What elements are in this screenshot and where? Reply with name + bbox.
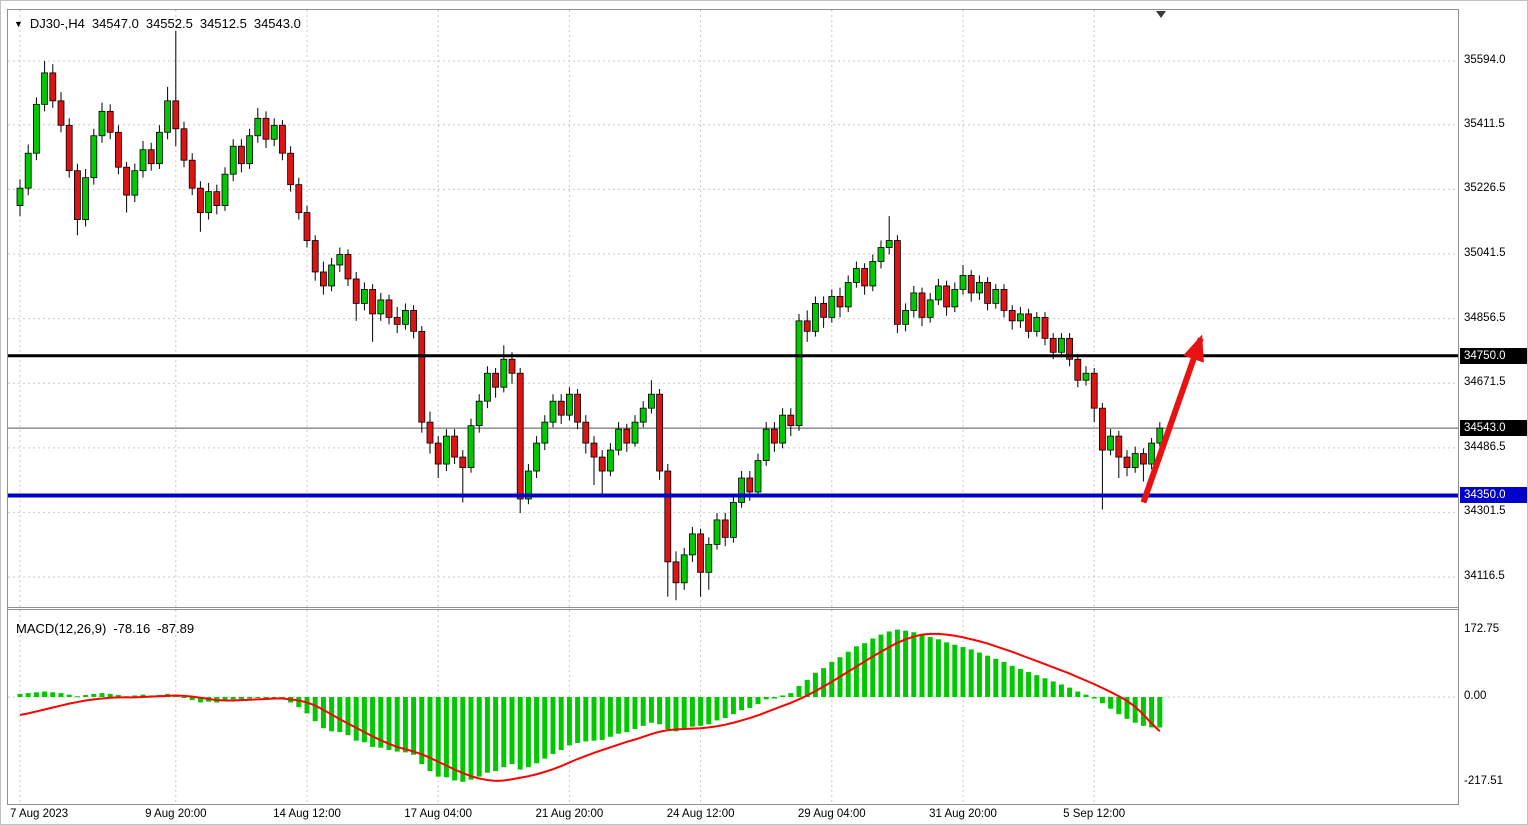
time-axis-label: 5 Sep 12:00	[1063, 808, 1126, 820]
time-axis[interactable]: 7 Aug 2023 9 Aug 20:00 14 Aug 12:00 17 Aug …	[8, 808, 1458, 824]
high-value: 34552.5	[145, 16, 193, 31]
price-axis-label: 34301.5	[1464, 505, 1506, 518]
price-axis-label: 34856.5	[1464, 311, 1506, 324]
macd-signal-line	[19, 632, 1161, 782]
chart-plot-area[interactable]: ▼ DJ30-,H4 34547.0 34552.5 34512.5 34543.0 MA…	[7, 9, 1459, 805]
macd-axis-label: -217.51	[1464, 774, 1504, 787]
time-axis-label: 24 Aug 12:00	[666, 808, 735, 820]
low-value: 34512.5	[199, 16, 247, 31]
price-axis-label: 35411.5	[1464, 117, 1505, 130]
symbol-period-label: DJ30-,H4	[29, 16, 85, 31]
macd-name: MACD(12,26,9)	[16, 621, 107, 636]
macd-main-value: -78.16	[113, 621, 151, 636]
close-value: 34543.0	[253, 16, 301, 31]
main-price-pane[interactable]	[8, 10, 1458, 607]
price-axis[interactable]: 35594.0 35411.5 35226.5 35041.5 34856.5 34671…	[1460, 1, 1527, 805]
price-tag-current: 34543.0	[1460, 420, 1527, 437]
price-tag-resistance: 34750.0	[1460, 347, 1527, 364]
price-axis-label: 35226.5	[1464, 182, 1506, 195]
quick-trade-dropdown-icon[interactable]: ▼	[14, 19, 23, 29]
price-axis-label: 34486.5	[1464, 440, 1506, 453]
price-axis-label: 34671.5	[1464, 376, 1506, 389]
time-axis-label: 29 Aug 04:00	[797, 808, 866, 820]
time-axis-label: 7 Aug 2023	[10, 808, 69, 820]
price-axis-label: 35594.0	[1464, 54, 1506, 67]
time-axis-label: 9 Aug 20:00	[145, 808, 207, 820]
time-axis-label: 17 Aug 04:00	[404, 808, 473, 820]
time-axis-label: 21 Aug 20:00	[535, 808, 604, 820]
price-axis-label: 35041.5	[1464, 246, 1506, 259]
chart-shift-marker[interactable]	[1156, 11, 1166, 18]
macd-axis-label: 0.00	[1464, 690, 1487, 702]
price-tag-support: 34350.0	[1460, 487, 1527, 504]
candlesticks[interactable]	[16, 30, 1164, 601]
macd-pane[interactable]	[8, 610, 1458, 804]
ohlc-header: ▼ DJ30-,H4 34547.0 34552.5 34512.5 34543.0	[14, 16, 308, 31]
time-axis-label: 31 Aug 20:00	[929, 808, 997, 820]
time-axis-label: 14 Aug 12:00	[273, 808, 341, 820]
pane-splitter[interactable]	[8, 607, 1458, 610]
macd-axis-label: 172.75	[1464, 622, 1500, 635]
open-value: 34547.0	[91, 16, 139, 31]
buy-signal-arrow[interactable]	[1140, 334, 1204, 504]
macd-indicator-label: MACD(12,26,9) -78.16 -87.89	[16, 621, 201, 636]
price-axis-label: 34116.5	[1464, 570, 1505, 583]
macd-signal-value: -87.89	[157, 621, 195, 636]
macd-histogram	[17, 629, 1163, 782]
